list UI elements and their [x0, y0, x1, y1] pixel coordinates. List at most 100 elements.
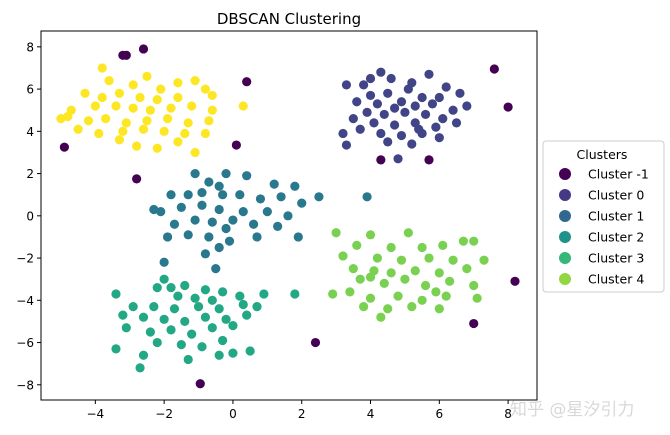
- data-point: [207, 295, 217, 305]
- data-point: [128, 103, 138, 113]
- data-point: [138, 312, 149, 322]
- x-tick-label: 8: [504, 407, 512, 421]
- data-point: [348, 264, 358, 274]
- data-point: [379, 109, 389, 120]
- data-point: [195, 379, 205, 389]
- data-point: [431, 122, 441, 132]
- y-tick-label: −6: [16, 336, 34, 350]
- data-point: [434, 268, 444, 278]
- data-point: [362, 107, 372, 117]
- x-tick-label: −2: [155, 407, 173, 421]
- data-point: [469, 318, 479, 329]
- data-point: [510, 276, 520, 286]
- data-point: [365, 230, 376, 240]
- data-point: [238, 299, 248, 310]
- data-point: [314, 192, 324, 202]
- data-point: [455, 88, 465, 98]
- data-point: [173, 137, 183, 147]
- data-point: [204, 177, 214, 187]
- data-point: [503, 102, 513, 112]
- data-point: [101, 114, 111, 124]
- data-point: [438, 114, 448, 124]
- data-point: [207, 105, 217, 115]
- data-point: [97, 92, 107, 103]
- data-point: [180, 280, 190, 291]
- data-point: [204, 116, 214, 126]
- data-point: [228, 321, 238, 331]
- data-point: [59, 142, 69, 152]
- data-point: [190, 76, 200, 86]
- data-point: [63, 111, 73, 122]
- data-point: [438, 240, 448, 250]
- data-point: [121, 323, 131, 333]
- data-point: [166, 283, 176, 293]
- data-point: [448, 105, 458, 115]
- data-point: [159, 314, 169, 324]
- data-point: [159, 274, 169, 284]
- data-point: [111, 101, 121, 111]
- y-tick-label: 0: [26, 209, 34, 223]
- data-point: [389, 103, 400, 113]
- data-point: [396, 255, 407, 265]
- data-point: [207, 90, 217, 101]
- data-point: [389, 120, 400, 130]
- data-point: [445, 276, 455, 286]
- legend: Clusters Cluster -1 Cluster 0 Cluster 1 Clu…: [542, 140, 665, 293]
- data-point: [211, 264, 221, 274]
- data-point: [242, 77, 252, 87]
- data-point: [297, 198, 307, 208]
- data-point: [369, 118, 379, 128]
- data-point: [355, 274, 365, 284]
- data-point: [365, 90, 376, 101]
- data-point: [142, 71, 152, 82]
- data-point: [104, 76, 114, 86]
- data-point: [458, 236, 468, 246]
- data-point: [121, 50, 131, 60]
- y-tick-label: 8: [26, 40, 34, 54]
- data-point: [169, 219, 180, 229]
- data-point: [410, 266, 420, 276]
- data-point: [403, 228, 413, 238]
- data-point: [228, 348, 238, 358]
- data-point: [128, 80, 138, 90]
- legend-label: Cluster 1: [588, 209, 644, 224]
- data-point: [111, 344, 121, 354]
- x-tick-label: 0: [229, 407, 237, 421]
- points-layer: [56, 44, 520, 389]
- data-point: [434, 304, 444, 314]
- data-point: [372, 253, 382, 263]
- data-point: [159, 257, 169, 267]
- data-point: [111, 289, 121, 299]
- data-point: [197, 187, 207, 198]
- data-point: [218, 335, 228, 346]
- data-point: [407, 302, 417, 312]
- y-tick-label: 2: [26, 167, 34, 181]
- data-point: [338, 251, 348, 261]
- data-point: [152, 143, 162, 153]
- data-point: [341, 140, 352, 150]
- data-point: [200, 128, 211, 139]
- data-point: [200, 84, 211, 94]
- data-point: [427, 99, 438, 109]
- data-point: [376, 155, 386, 165]
- data-point: [417, 295, 427, 305]
- data-point: [118, 126, 128, 136]
- data-point: [328, 289, 338, 299]
- x-tick-label: −4: [86, 407, 104, 421]
- data-point: [345, 287, 355, 297]
- data-point: [403, 84, 413, 94]
- data-point: [393, 291, 403, 301]
- data-point: [489, 64, 499, 74]
- data-point: [200, 285, 211, 295]
- data-point: [393, 154, 403, 164]
- legend-marker: [559, 273, 571, 285]
- data-point: [114, 88, 125, 98]
- data-point: [183, 354, 193, 365]
- axis-ticks: −4 −2 0 2 4 6 8 −8 −6 −4 −2 0 2 4 6 8: [16, 40, 512, 421]
- data-point: [197, 342, 207, 352]
- legend-marker: [559, 231, 571, 243]
- data-point: [383, 137, 393, 147]
- data-point: [166, 103, 176, 113]
- y-tick-label: 6: [26, 83, 34, 97]
- data-point: [400, 107, 410, 117]
